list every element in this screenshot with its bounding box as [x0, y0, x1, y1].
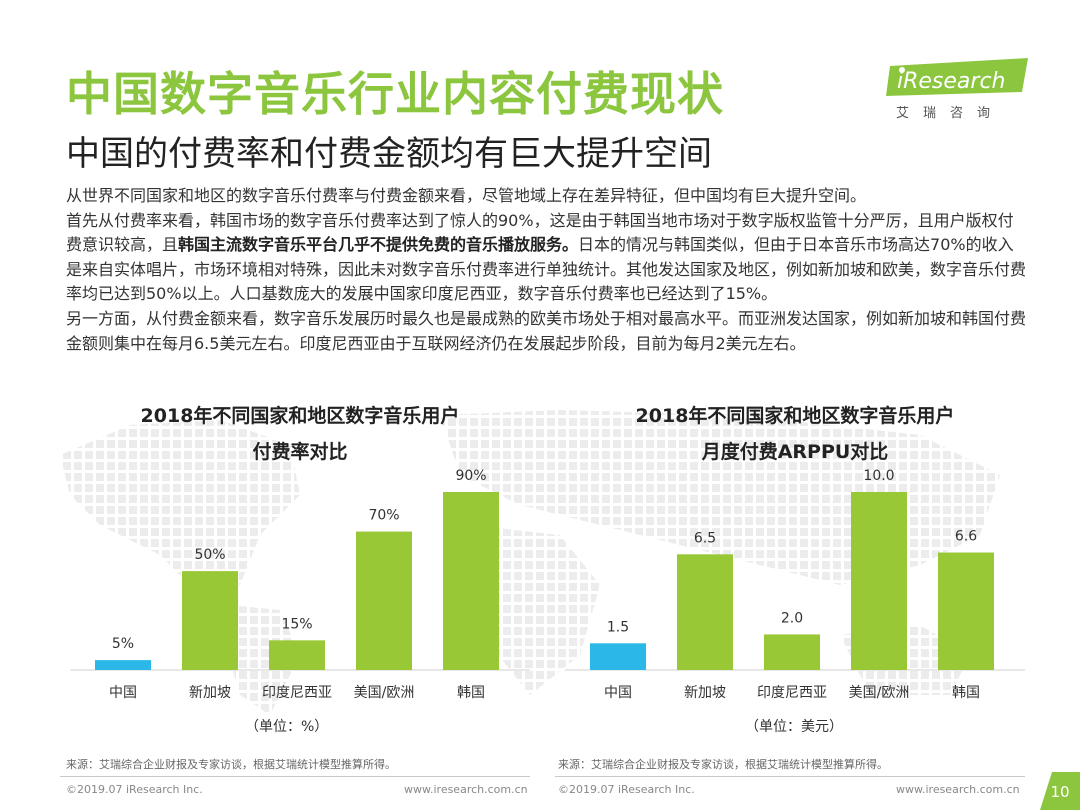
chart-right-title: 2018年不同国家和地区数字音乐用户 月度付费ARPPU对比 — [555, 398, 1035, 470]
chart-right-category-label-4: 韩国 — [952, 685, 980, 701]
chart-left-data-label-1: 50% — [194, 547, 225, 563]
chart-left-data-label-2: 15% — [281, 616, 312, 632]
chart-right-category-label-0: 中国 — [604, 685, 632, 701]
chart-left-bar-3 — [356, 531, 412, 670]
paragraph-2-part-a: 首先从付费率来看，韩国市场的数字音乐付费率达到了惊人的90%，这是由于韩国当地市… — [66, 210, 1014, 255]
footer-divider-left — [60, 776, 530, 777]
chart-left-category-label-0: 中国 — [109, 685, 137, 701]
chart-right-arppu: 1.5 中国 6.5 新加坡 2.0 印度尼西亚 10.0 美国/欧洲 6.6 韩国 — [565, 468, 1025, 701]
chart-right-data-label-1: 6.5 — [694, 530, 716, 546]
chart-right-bar-2 — [764, 634, 820, 670]
chart-right-category-label-3: 美国/欧洲 — [849, 685, 910, 701]
chart-right-title-line2: 月度付费ARPPU对比 — [701, 441, 889, 463]
chart-left-bar-0 — [95, 660, 151, 670]
paragraph-1: 从世界不同国家和地区的数字音乐付费率与付费金额来看，尽管地域上存在差异特征，但中… — [66, 186, 867, 205]
chart-left-bar-2 — [269, 640, 325, 670]
chart-right-category-label-1: 新加坡 — [684, 685, 726, 701]
chart-right-data-label-2: 2.0 — [781, 610, 803, 626]
footer-copyright-right: ©2019.07 iResearch Inc. — [558, 783, 695, 796]
chart-right-category-label-2: 印度尼西亚 — [757, 685, 827, 701]
chart-right-title-line1: 2018年不同国家和地区数字音乐用户 — [635, 405, 955, 427]
chart-right-data-label-0: 1.5 — [607, 619, 629, 635]
chart-left-data-label-0: 5% — [112, 636, 134, 652]
chart-left-unit: （单位：%） — [245, 719, 329, 735]
chart-right-bar-1 — [677, 554, 733, 670]
chart-right-bar-3 — [851, 492, 907, 670]
page-title: 中国数字音乐行业内容付费现状 — [66, 67, 724, 121]
chart-left-title-line2: 付费率对比 — [252, 441, 348, 463]
chart-right-data-label-4: 6.6 — [955, 529, 977, 545]
chart-left-category-label-2: 印度尼西亚 — [262, 685, 332, 701]
chart-left-data-label-4: 90% — [455, 468, 486, 484]
chart-left-bar-4 — [443, 492, 499, 670]
chart-left-category-label-4: 韩国 — [457, 685, 485, 701]
chart-left-title-line1: 2018年不同国家和地区数字音乐用户 — [140, 405, 460, 427]
source-note-right: 来源：艾瑞综合企业财报及专家访谈，根据艾瑞统计模型推算所得。 — [558, 758, 888, 771]
iresearch-logo: iResearch 艾瑞咨询 — [880, 52, 1030, 130]
chart-left-category-label-3: 美国/欧洲 — [354, 685, 415, 701]
chart-left-title: 2018年不同国家和地区数字音乐用户 付费率对比 — [60, 398, 540, 470]
chart-right-bar-0 — [590, 643, 646, 670]
footer-copyright-left: ©2019.07 iResearch Inc. — [66, 783, 203, 796]
footer-divider-right — [555, 776, 1025, 777]
page-number: 10 — [1050, 783, 1070, 801]
chart-left-bar-1 — [182, 571, 238, 670]
paragraph-3: 另一方面，从付费金额来看，数字音乐发展历时最久也是最成熟的欧美市场处于相对最高水… — [66, 308, 1027, 353]
logo-subtext: 艾瑞咨询 — [896, 106, 1005, 121]
chart-right-bar-4 — [938, 552, 994, 670]
paragraph-2-bold: 韩国主流数字音乐平台几乎不提供免费的音乐播放服务。 — [178, 235, 579, 255]
iresearch-logo-icon: iResearch — [886, 58, 1028, 96]
page-number-tab — [1040, 772, 1080, 810]
chart-right-data-label-3: 10.0 — [863, 468, 894, 484]
paragraph-2-part-b: 日本的情况与韩国类似，但由于日本音乐市场高达70%的收入是来自实体唱片，市场环境… — [66, 235, 1027, 304]
chart-left-data-label-3: 70% — [368, 508, 399, 524]
paragraph-2: 首先从付费率来看，韩国市场的数字音乐付费率达到了惊人的90%，这是由于韩国当地市… — [66, 209, 1026, 307]
body-text: 从世界不同国家和地区的数字音乐付费率与付费金额来看，尽管地域上存在差异特征，但中… — [66, 184, 1026, 356]
logo-text: iResearch — [897, 69, 1006, 94]
chart-left-category-label-1: 新加坡 — [189, 685, 231, 701]
footer-url-right: www.iresearch.com.cn — [896, 783, 1020, 796]
chart-left-payment-rate: 5% 中国 50% 新加坡 15% 印度尼西亚 70% 美国/欧洲 90% 韩国 — [70, 468, 530, 701]
source-note-left: 来源：艾瑞综合企业财报及专家访谈，根据艾瑞统计模型推算所得。 — [66, 758, 396, 771]
footer-url-left: www.iresearch.com.cn — [404, 783, 528, 796]
chart-right-unit: （单位：美元） — [745, 719, 843, 735]
page-subtitle: 中国的付费率和付费金额均有巨大提升空间 — [66, 134, 712, 174]
